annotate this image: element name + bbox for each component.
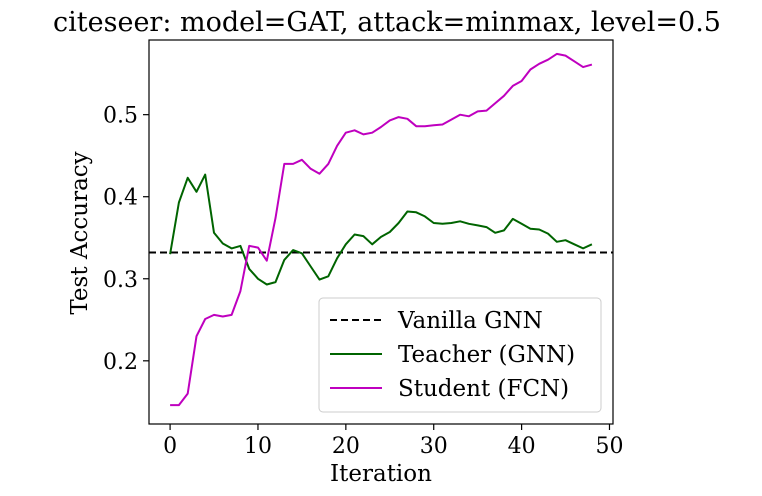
x-tick-label: 0 bbox=[163, 434, 177, 459]
x-tick-label: 20 bbox=[332, 434, 360, 459]
y-tick-label: 0.4 bbox=[103, 186, 138, 211]
y-tick-label: 0.3 bbox=[103, 268, 138, 293]
legend-box bbox=[318, 297, 602, 413]
x-tick-label: 50 bbox=[595, 434, 623, 459]
chart-title: citeseer: model=GAT, attack=minmax, leve… bbox=[53, 7, 721, 38]
y-axis-label: Test Accuracy bbox=[67, 151, 93, 314]
plot-frame bbox=[148, 39, 614, 425]
x-tick-label: 40 bbox=[508, 434, 536, 459]
y-tick-label: 0.2 bbox=[103, 350, 138, 375]
legend-label: Student (FCN) bbox=[398, 376, 569, 402]
legend: Vanilla GNN Teacher (GNN) Student (FCN) bbox=[318, 297, 602, 413]
x-axis-label: Iteration bbox=[330, 461, 432, 487]
series-line-1 bbox=[169, 173, 593, 286]
series-line-2 bbox=[170, 52, 593, 407]
plot-area: 0 10 20 30 40 50 0.2 0.3 0.4 0.5 Vanilla GNN Teache… bbox=[103, 39, 623, 459]
x-tick-label: 10 bbox=[244, 434, 272, 459]
x-tick-label: 30 bbox=[420, 434, 448, 459]
legend-label: Teacher (GNN) bbox=[398, 342, 575, 368]
y-tick-label: 0.5 bbox=[103, 104, 138, 129]
legend-label: Vanilla GNN bbox=[397, 308, 543, 334]
